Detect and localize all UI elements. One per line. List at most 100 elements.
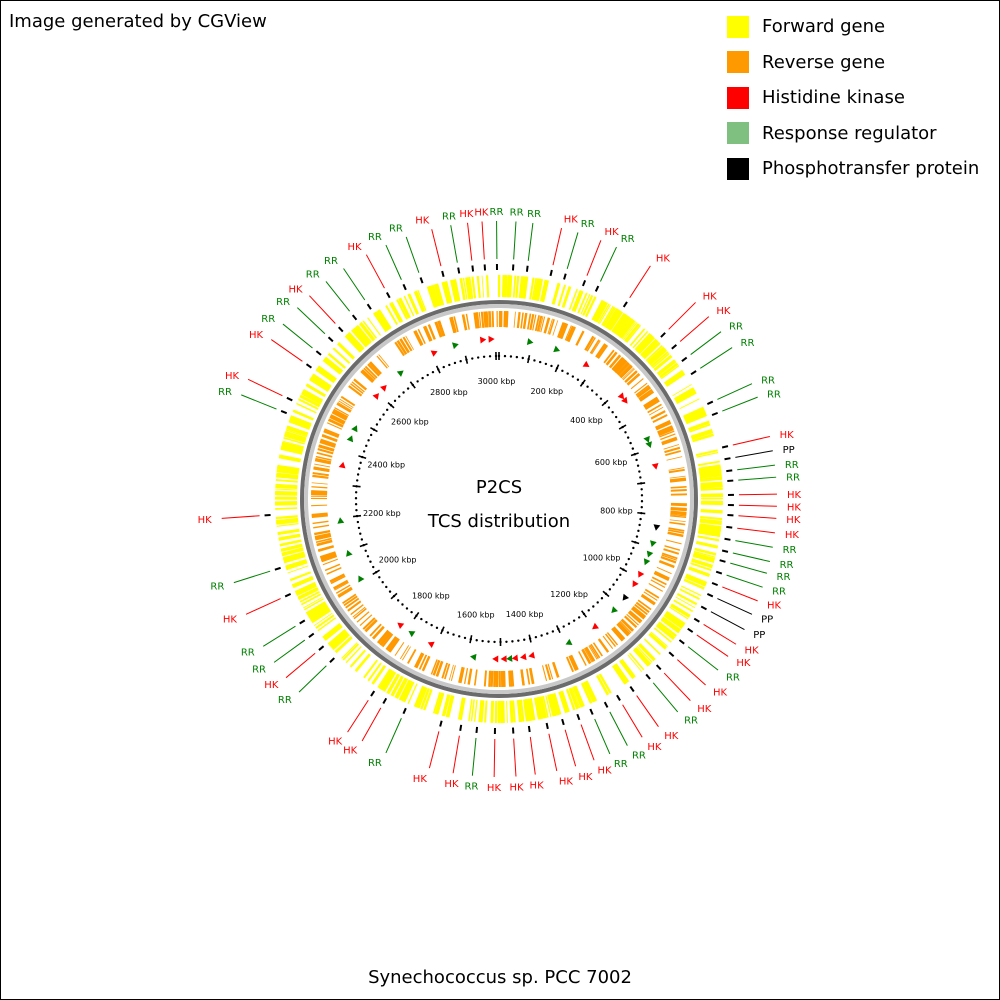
forward-gene-mark — [612, 664, 628, 684]
forward-gene-mark — [512, 700, 516, 723]
legend-label-forward-gene: Forward gene — [762, 16, 886, 38]
reverse-gene-mark — [338, 400, 353, 410]
ruler-minor-tick — [618, 420, 621, 424]
reverse-gene-mark — [335, 584, 351, 594]
ruler-minor-tick — [431, 370, 435, 374]
outer-feature-ticks — [264, 264, 734, 734]
forward-gene-mark — [355, 324, 372, 344]
reverse-gene-mark — [415, 330, 424, 345]
legend-item-histidine-kinase: Histidine kinase — [727, 80, 979, 116]
callout-label-hk: HK — [787, 490, 802, 501]
forward-gene-mark — [506, 275, 511, 298]
reverse-gene-mark — [329, 573, 346, 583]
forward-gene-mark — [612, 313, 627, 334]
forward-gene-mark — [692, 433, 714, 443]
ruler-minor-tick — [435, 626, 439, 630]
forward-gene-mark — [585, 296, 597, 318]
feature-marker-rr — [358, 575, 365, 583]
callout-label-rr: RR — [783, 545, 797, 556]
forward-gene-mark — [385, 305, 398, 325]
reverse-gene-mark — [337, 586, 352, 596]
forward-gene-mark — [276, 523, 299, 527]
forward-gene-mark — [276, 476, 299, 480]
forward-gene-mark — [674, 388, 696, 402]
reverse-gene-mark — [401, 646, 411, 661]
callout-label-rr: RR — [306, 270, 320, 281]
reverse-gene-mark — [413, 330, 423, 346]
reverse-gene-mark — [353, 378, 368, 391]
ruler-minor-tick — [488, 355, 492, 358]
forward-gene-mark — [538, 696, 546, 719]
callout-label-rr: RR — [581, 219, 595, 230]
forward-gene-mark — [696, 451, 719, 458]
reverse-gene-mark — [360, 370, 374, 383]
forward-gene-mark — [322, 623, 342, 640]
forward-gene-mark — [312, 373, 332, 388]
callout-label-rr: RR — [527, 209, 541, 220]
callout-label-rr: RR — [780, 560, 794, 571]
forward-gene-mark — [669, 606, 689, 620]
reverse-gene-mark — [661, 436, 677, 444]
ruler-minor-tick — [410, 610, 413, 614]
reverse-gene-mark — [315, 455, 332, 461]
reverse-gene-mark — [353, 607, 367, 620]
ruler-minor-tick — [459, 360, 462, 363]
reverse-gene-mark — [324, 428, 340, 437]
forward-gene-mark — [329, 631, 349, 649]
forward-gene-mark — [615, 316, 631, 336]
reverse-gene-mark — [616, 622, 630, 636]
forward-gene-mark — [481, 700, 485, 723]
reverse-gene-mark — [670, 488, 687, 492]
forward-gene-mark — [584, 680, 597, 703]
reverse-gene-mark — [311, 482, 328, 485]
ruler-major-tick — [390, 592, 398, 600]
reverse-gene-mark — [638, 389, 653, 400]
forward-gene-mark — [558, 691, 568, 714]
forward-gene-mark — [643, 638, 661, 655]
forward-gene-mark — [317, 617, 337, 632]
forward-gene-mark — [471, 276, 477, 299]
reverse-gene-mark — [655, 420, 671, 429]
reverse-gene-mark — [665, 450, 681, 456]
outer-feature-tick — [549, 269, 553, 277]
forward-gene-mark — [612, 665, 626, 685]
callout-leader-line — [735, 540, 773, 548]
reverse-gene-mark — [595, 343, 607, 358]
forward-gene-mark — [285, 559, 307, 568]
callout-label-hk: HK — [328, 737, 343, 748]
center-subtitle: TCS distribution — [427, 511, 570, 532]
outer-feature-tick — [706, 593, 714, 598]
forward-gene-mark — [580, 682, 593, 704]
forward-gene-mark — [278, 455, 301, 463]
ruler-minor-tick — [572, 619, 576, 622]
outer-feature-tick — [315, 350, 322, 356]
reverse-gene-mark — [345, 597, 360, 609]
ruler-minor-tick — [638, 470, 641, 473]
legend: Forward gene Reverse gene Histidine kina… — [727, 9, 979, 187]
ruler-major-tick — [440, 626, 445, 635]
reverse-gene-mark — [517, 312, 521, 329]
reverse-gene-mark — [611, 356, 624, 370]
forward-gene-mark — [481, 275, 485, 298]
reverse-gene-mark — [385, 636, 398, 651]
forward-gene-mark — [413, 290, 426, 313]
forward-gene-mark — [465, 277, 472, 300]
reverse-gene-mark — [334, 582, 349, 591]
ruler-minor-tick — [631, 447, 635, 450]
forward-gene-mark — [292, 576, 314, 588]
callout-leader-line — [233, 570, 271, 584]
reverse-gene-mark — [399, 645, 410, 660]
reverse-gene-mark — [578, 651, 587, 666]
forward-gene-mark — [648, 632, 667, 650]
reverse-gene-mark — [614, 360, 628, 374]
ruler-major-tick — [358, 455, 367, 460]
ruler-minor-tick — [356, 520, 360, 524]
reverse-gene-mark — [668, 527, 685, 532]
callout-label-hk: HK — [785, 530, 800, 541]
reverse-gene-mark — [369, 623, 382, 637]
forward-gene-mark — [627, 654, 643, 672]
callout-label-hk: HK — [343, 746, 358, 757]
reverse-gene-mark — [329, 415, 345, 425]
callout-leader-line — [738, 504, 777, 507]
